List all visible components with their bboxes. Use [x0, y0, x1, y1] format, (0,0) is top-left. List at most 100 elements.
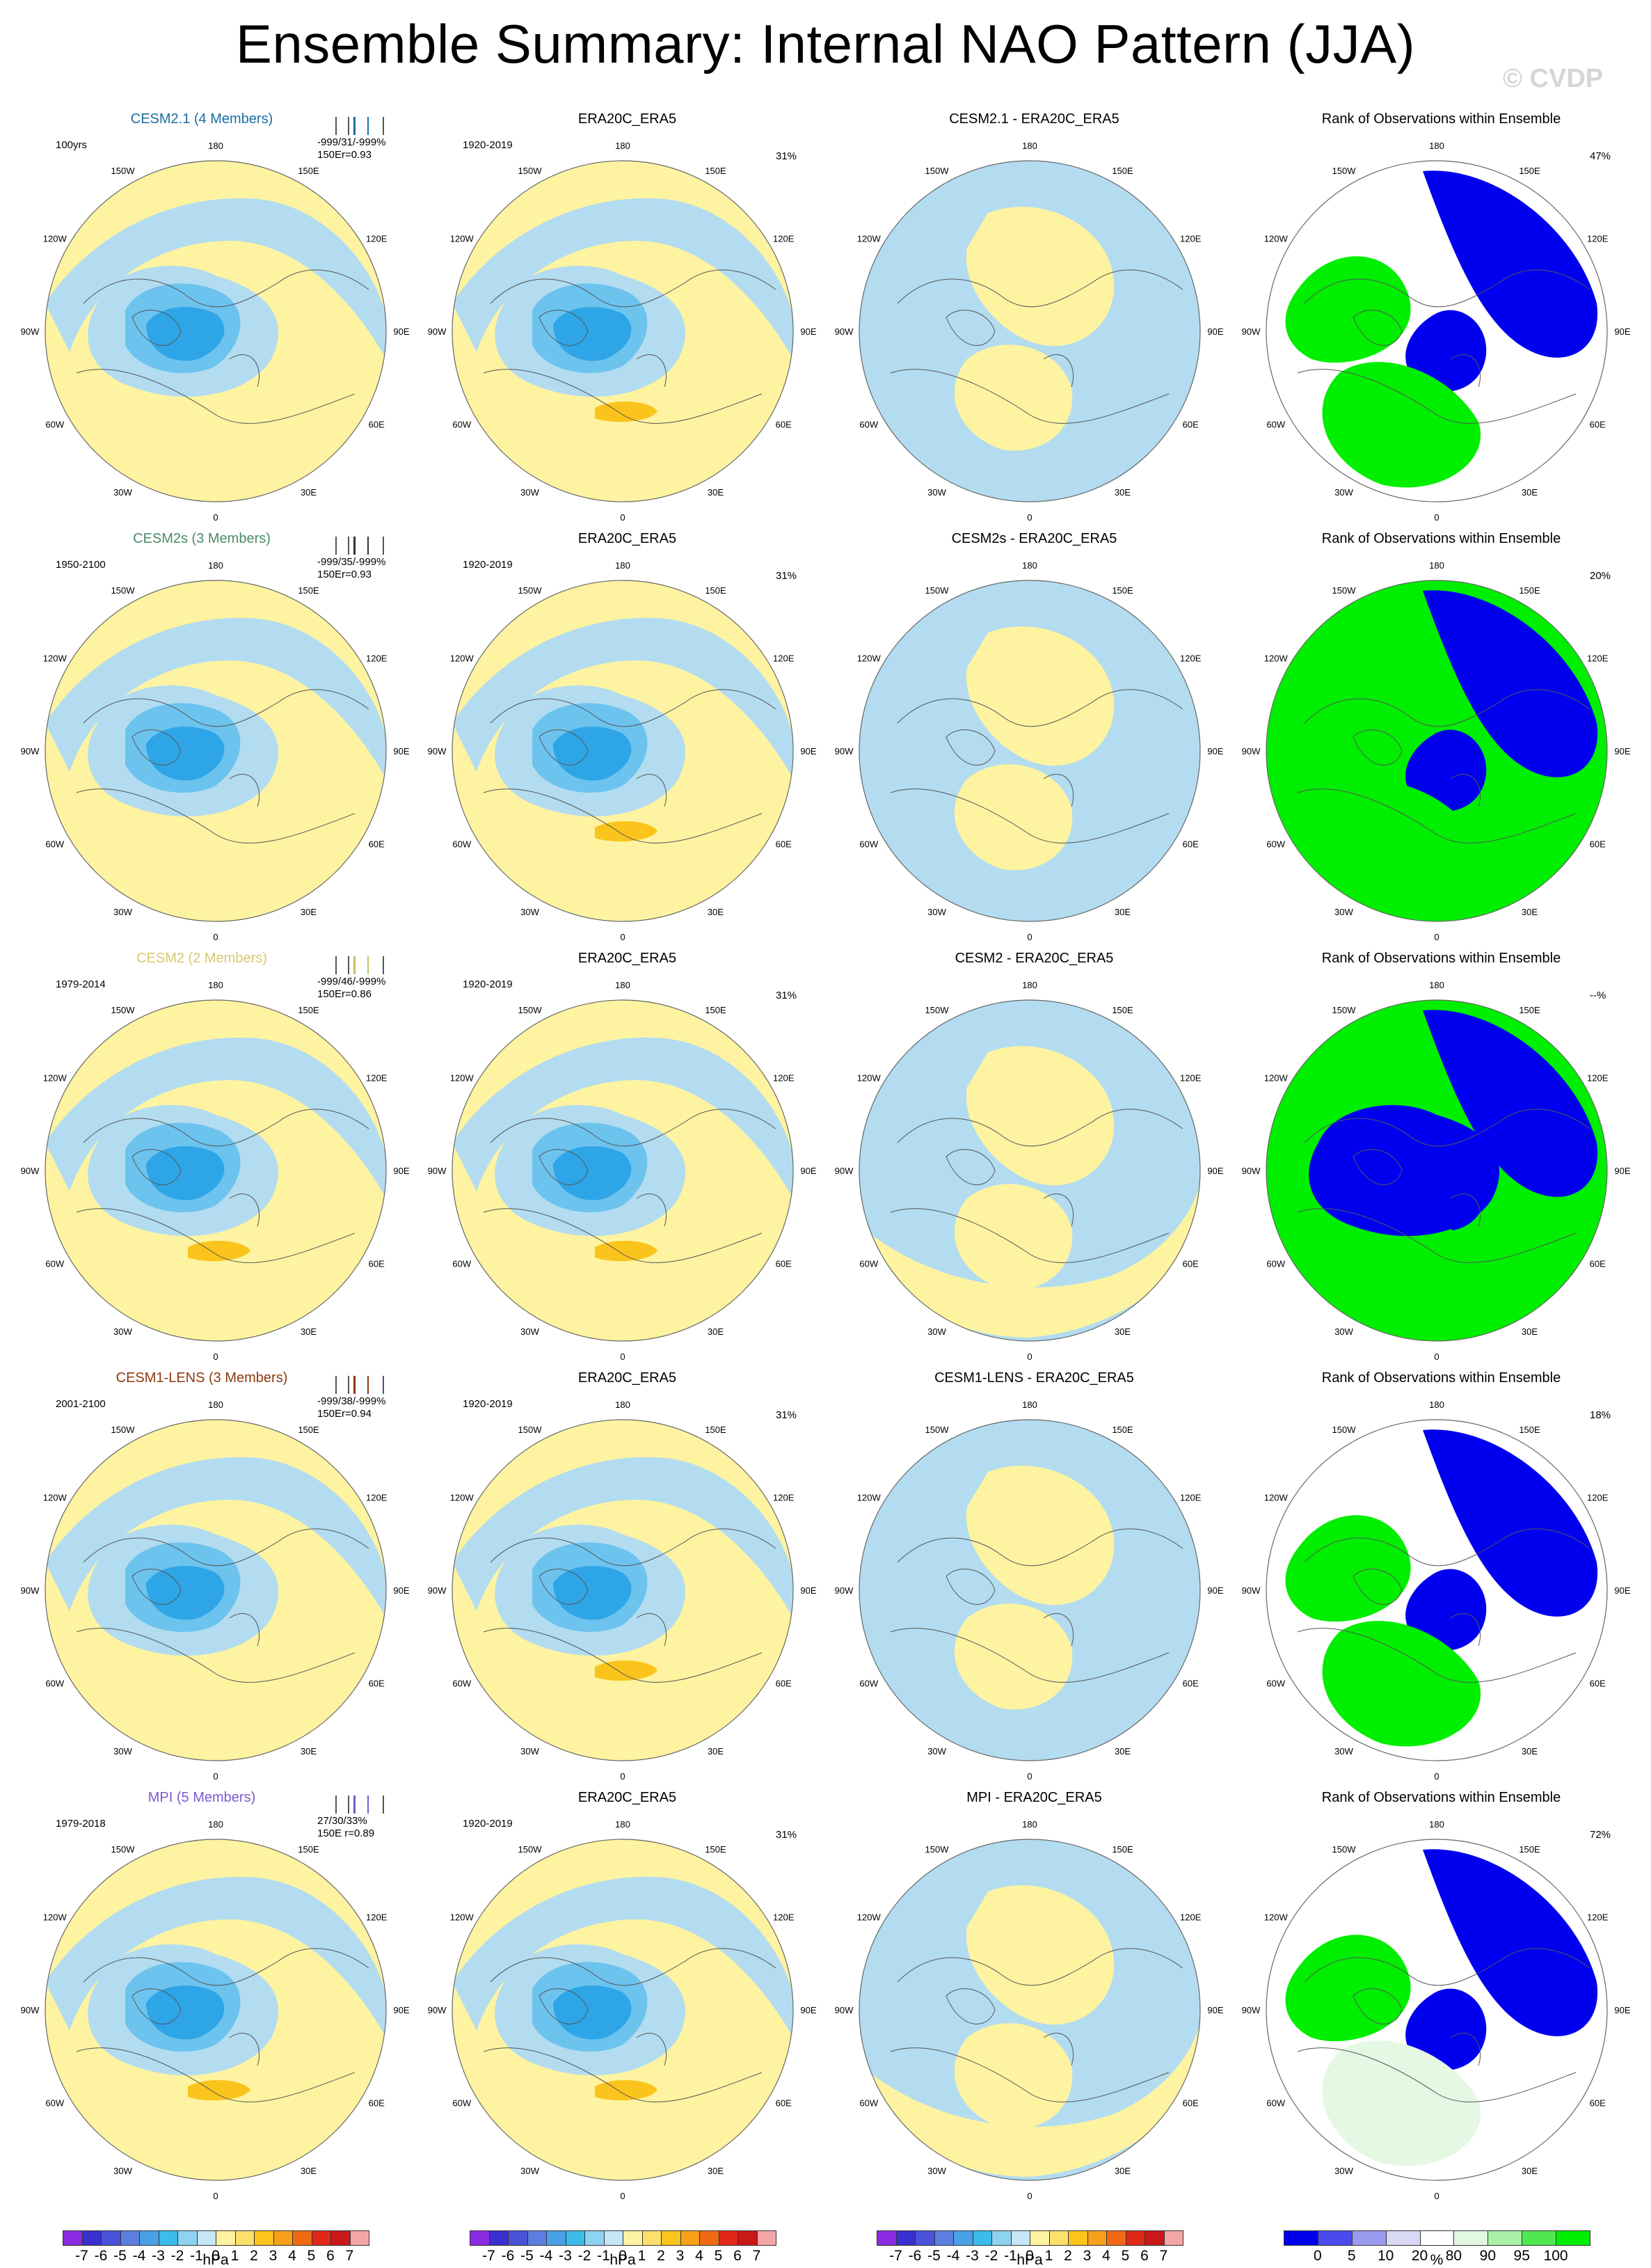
longitude-label: 30E	[708, 487, 724, 498]
longitude-label: 90E	[393, 1585, 409, 1596]
longitude-label: 120W	[43, 1073, 67, 1084]
rank-panel: Rank of Observations within Ensemble 18% 1…	[1235, 1370, 1648, 1791]
colorbar-swatch	[488, 2230, 509, 2246]
longitude-label: 0	[1434, 512, 1439, 523]
longitude-label: 120W	[450, 653, 474, 664]
pattern-correlation: 150E r=0.89	[317, 1827, 375, 1839]
colorbar-swatch	[158, 2230, 178, 2246]
colorbar-tick-label: 0	[1314, 2248, 1322, 2264]
map-boundary	[452, 1839, 794, 2181]
longitude-label: 90E	[393, 746, 409, 756]
positive-difference-region	[954, 764, 1073, 871]
polar-map: 180 150E 120E 90E 60E 30E 0 30W 60W 90W 120W 150W	[421, 1811, 834, 2211]
longitude-label: 150E	[705, 1844, 726, 1855]
colorbar-swatch	[699, 2230, 719, 2246]
pattern-correlation: 150Er=0.94	[317, 1408, 372, 1420]
rank-panel: Rank of Observations within Ensemble 20% 1…	[1235, 531, 1648, 952]
analysis-period: 1920-2019	[463, 559, 513, 571]
longitude-label: 60E	[369, 2098, 385, 2109]
panel-title: Rank of Observations within Ensemble	[1321, 1370, 1561, 1386]
longitude-label: 60W	[45, 1679, 64, 1689]
map-boundary	[45, 999, 387, 1342]
colorbar-tick-label: -1	[1004, 2248, 1017, 2264]
longitude-label: 60E	[1183, 2098, 1199, 2109]
colorbar-tick-label: 0	[1026, 2248, 1034, 2264]
colorbar-tick-label: 80	[1445, 2248, 1462, 2264]
colorbar-tick-label: -3	[152, 2248, 165, 2264]
longitude-label: 150E	[1519, 1425, 1540, 1435]
coastlines	[890, 269, 1183, 424]
longitude-label: 30E	[301, 487, 317, 498]
colorbar-tick-label: 0	[619, 2248, 627, 2264]
longitude-label: 150E	[1112, 166, 1133, 176]
positive-difference-region	[966, 1885, 1115, 2025]
longitude-label: 30W	[927, 907, 946, 917]
colorbar-swatch	[292, 2230, 312, 2246]
coastlines	[76, 1109, 369, 1263]
percent-variance: 72%	[1590, 1829, 1611, 1841]
longitude-label: 150E	[1519, 1005, 1540, 1015]
colorbar-swatch	[1163, 2230, 1183, 2246]
longitude-label: 0	[1027, 512, 1032, 523]
high-rank-region	[1322, 2040, 1481, 2166]
ensemble-spread-ticks	[327, 117, 410, 135]
map-boundary	[859, 580, 1201, 922]
longitude-label: 120E	[773, 234, 795, 244]
longitude-label: 60W	[1266, 1259, 1285, 1269]
longitude-label: 120W	[450, 1912, 474, 1923]
map-boundary	[45, 580, 387, 922]
polar-map: 180 150E 120E 90E 60E 30E 0 30W 60W 90W 120W 150W	[14, 972, 426, 1372]
colorbar-swatch	[120, 2230, 140, 2246]
longitude-label: 90W	[835, 2005, 854, 2015]
high-rank-region	[1322, 362, 1481, 488]
longitude-label: 120W	[1264, 1493, 1289, 1503]
longitude-label: 120E	[1180, 653, 1202, 664]
longitude-label: 0	[1434, 1351, 1439, 1362]
longitude-label: 150E	[705, 1005, 726, 1015]
map-boundary	[1266, 999, 1608, 1342]
diff-panel: CESM1-LENS - ERA20C_ERA5 180 150E 120E 90E 60…	[828, 1370, 1241, 1791]
percent-variance: 31%	[776, 990, 797, 1001]
longitude-label: 30E	[708, 1326, 724, 1337]
colorbar-tick-label: -6	[501, 2248, 515, 2264]
longitude-label: 180	[615, 1399, 630, 1410]
colorbar-tick-label: -7	[75, 2248, 88, 2264]
diff-panel: CESM2s - ERA20C_ERA5 180 150E 120E 90E 60E 30E…	[828, 531, 1241, 952]
longitude-label: 180	[1429, 1819, 1444, 1830]
longitude-label: 60W	[452, 1259, 471, 1269]
map-boundary	[452, 1419, 794, 1761]
longitude-label: 30E	[1522, 487, 1538, 498]
longitude-label: 30E	[301, 907, 317, 917]
positive-difference-region	[954, 344, 1073, 451]
colorbar-swatch	[470, 2230, 490, 2246]
low-rank-region	[1423, 171, 1598, 358]
high-rank-region	[1285, 256, 1411, 363]
spread-tick	[383, 117, 384, 135]
longitude-label: 180	[615, 980, 630, 990]
pattern-correlation: 150Er=0.86	[317, 988, 372, 1000]
longitude-label: 120E	[1180, 1073, 1202, 1084]
negative-anomaly-region	[452, 617, 793, 779]
spread-tick	[383, 1795, 384, 1814]
map-boundary	[452, 580, 794, 922]
longitude-label: 60E	[1590, 1259, 1606, 1269]
map-boundary	[1266, 580, 1608, 922]
longitude-label: 60W	[859, 839, 878, 850]
colorbar-tick-label: -7	[482, 2248, 495, 2264]
polar-map: 180 150E 120E 90E 60E 30E 0 30W 60W 90W 120W 150W	[14, 552, 426, 952]
coastlines	[483, 269, 776, 424]
colorbar-swatch	[1385, 2230, 1421, 2246]
longitude-label: 120W	[857, 1912, 882, 1923]
colorbar-tick-label: -1	[597, 2248, 610, 2264]
obs-panel: ERA20C_ERA5 1920-2019 31% 180 150E 120E 90E 60E…	[421, 531, 834, 952]
longitude-label: 60W	[45, 1259, 64, 1269]
colorbar-swatch	[1030, 2230, 1050, 2246]
spread-tick	[367, 537, 369, 555]
colorbar-swatch	[273, 2230, 293, 2246]
analysis-period: 1920-2019	[463, 139, 513, 151]
longitude-label: 180	[1022, 141, 1037, 151]
longitude-label: 120W	[43, 1912, 67, 1923]
longitude-label: 60W	[1266, 1679, 1285, 1689]
colorbar-tick-label: 6	[326, 2248, 335, 2264]
colorbar-swatch	[1087, 2230, 1107, 2246]
